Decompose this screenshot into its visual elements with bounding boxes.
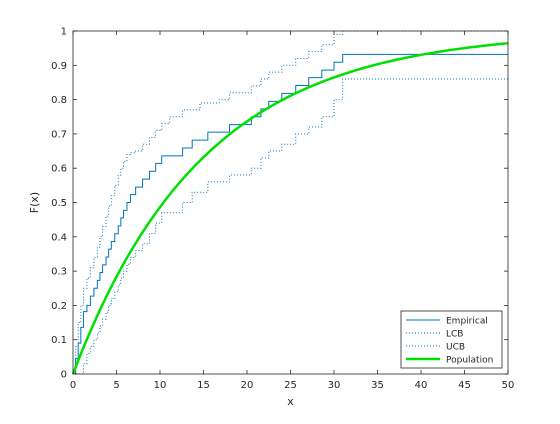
series-layer [71,30,509,375]
y-tick-label: 0.6 [51,164,67,175]
y-axis-label: F(x) [28,192,41,213]
x-tick-label: 0 [70,380,76,391]
x-axis-label: x [287,395,294,408]
legend-label-lcb: LCB [446,330,463,340]
x-tick-label: 35 [371,380,384,391]
y-tick-label: 0.7 [51,129,67,140]
series-empirical [73,53,508,375]
y-tick-label: 0.1 [51,335,67,346]
legend: Empirical LCB UCB Population [400,310,503,369]
x-tick-label: 40 [415,380,428,391]
legend-items: Empirical LCB UCB Population [406,317,493,366]
y-tick-label: 0.8 [51,95,67,106]
y-ticks: 0 0.1 0.2 0.3 0.4 0.5 0.6 0.7 0.8 0.9 1 [51,27,508,381]
series-ucb [73,30,508,375]
x-tick-label: 15 [197,380,210,391]
series-lcb [73,78,508,375]
y-tick-label: 0.3 [51,267,67,278]
x-tick-label: 25 [284,380,297,391]
x-tick-label: 20 [241,380,254,391]
y-tick-label: 0.5 [51,198,67,209]
x-tick-label: 50 [502,380,515,391]
x-tick-label: 10 [154,380,167,391]
y-tick-label: 0.9 [51,61,67,72]
y-tick-label: 1 [61,27,67,38]
y-tick-label: 0.2 [51,301,67,312]
legend-label-ucb: UCB [446,343,465,353]
series-population [71,41,509,375]
x-tick-label: 30 [328,380,341,391]
y-tick-label: 0 [61,370,67,381]
x-tick-label: 45 [458,380,471,391]
legend-label-population: Population [446,356,493,366]
x-ticks: 0 5 10 15 20 25 30 35 40 45 50 [70,31,515,391]
legend-label-empirical: Empirical [446,317,488,327]
x-tick-label: 5 [113,380,119,391]
y-tick-label: 0.4 [51,232,67,243]
